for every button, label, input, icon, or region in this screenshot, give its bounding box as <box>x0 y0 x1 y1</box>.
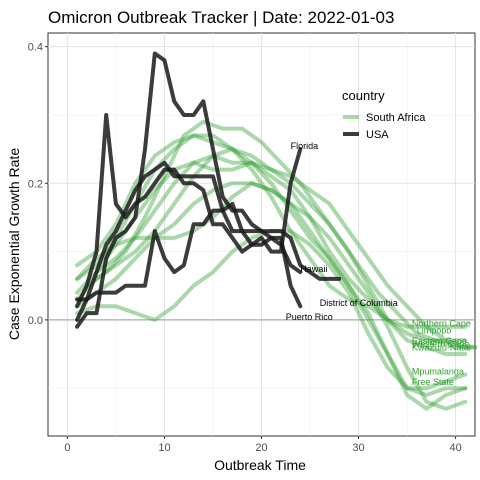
legend-title: country <box>342 88 385 103</box>
series-line-mpumalanga <box>75 181 468 391</box>
series-label-western-cape: Western Cape <box>412 339 469 349</box>
series-label-eastern-cape: Eastern Cape <box>412 336 467 346</box>
y-tick-label: 0.2 <box>28 178 43 190</box>
series-line-limpopo <box>75 133 468 343</box>
legend-label: South Africa <box>366 112 426 124</box>
series-line-kwazulu-natal <box>75 147 468 356</box>
series-group-south-africa <box>75 119 477 411</box>
series-line-eastern-cape <box>84 119 477 350</box>
x-tick-label: 30 <box>352 442 364 454</box>
gridlines <box>48 33 475 436</box>
x-tick-label: 0 <box>64 442 70 454</box>
series-label-kwazulu-natal: KwaZulu-Natal <box>412 343 471 353</box>
series-label-puerto-rico: Puerto Rico <box>286 312 333 322</box>
series-lines <box>75 51 477 411</box>
x-axis-title: Outbreak Time <box>214 457 306 473</box>
y-axis-title: Case Exponential Growth Rate <box>6 148 22 340</box>
y-axis-ticks: 0.0 0.2 0.4 <box>28 42 48 327</box>
series-group-usa <box>75 51 342 329</box>
x-tick-label: 10 <box>158 442 170 454</box>
series-line-puerto-rico <box>75 201 303 309</box>
series-line-south-africa-8 <box>75 181 468 411</box>
y-tick-label: 0.0 <box>28 315 43 327</box>
legend-item-usa: USA <box>343 129 389 141</box>
series-label-hawaii: Hawaii <box>300 264 327 274</box>
x-tick-label: 40 <box>449 442 461 454</box>
series-label-limpopo: Limpopo <box>417 326 452 336</box>
series-label-district-of-columbia: District of Columbia <box>320 298 398 308</box>
series-label-mpumalanga: Mpumalanga <box>412 367 464 377</box>
series-label-florida: Florida <box>291 141 319 151</box>
series-line-south-africa-7 <box>75 160 468 411</box>
chart-title: Omicron Outbreak Tracker | Date: 2022-01… <box>48 8 394 27</box>
series-label-free-state: Free State <box>412 377 454 387</box>
series-label-northern-cape: Northern Cape <box>412 319 471 329</box>
legend: country South Africa USA <box>342 88 426 141</box>
legend-item-south-africa: South Africa <box>343 112 426 124</box>
series-line-district-of-columbia <box>75 160 342 322</box>
y-tick-label: 0.4 <box>28 42 43 54</box>
x-tick-label: 20 <box>255 442 267 454</box>
x-axis-ticks: 0 10 20 30 40 <box>64 436 462 454</box>
legend-label: USA <box>366 129 389 141</box>
series-line-florida <box>75 113 303 309</box>
